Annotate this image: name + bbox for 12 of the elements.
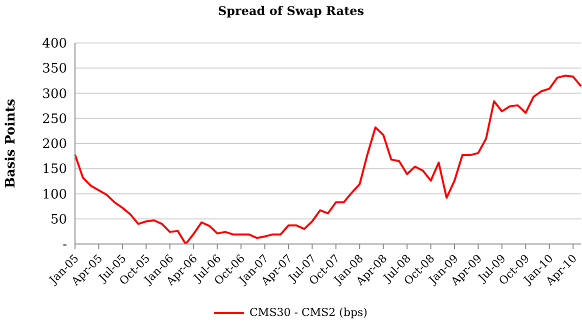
y-tick-label: 350 (42, 62, 67, 77)
y-tick-label: 400 (42, 36, 67, 52)
y-tick-label: 150 (42, 162, 67, 178)
y-tick-label: 200 (42, 137, 67, 152)
y-tick-label: 300 (42, 86, 67, 102)
y-tick-label: - (62, 238, 67, 253)
y-tick-label: 50 (50, 212, 67, 228)
y-tick-label: 100 (42, 187, 67, 202)
legend-label: CMS30 - CMS2 (bps) (248, 306, 368, 319)
y-tick-label: 250 (42, 112, 67, 127)
y-axis-title: Basis Points (4, 98, 19, 188)
chart-title: Spread of Swap Rates (217, 4, 365, 18)
